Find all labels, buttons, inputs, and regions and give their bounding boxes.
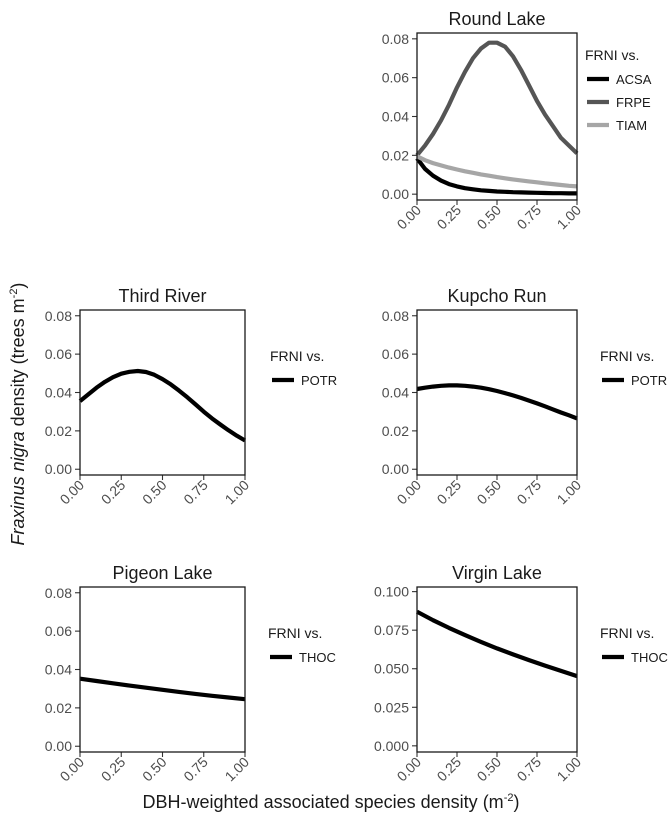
y-tick-label: 0.02 <box>45 700 72 716</box>
legend-label: TIAM <box>616 118 647 133</box>
y-tick-label: 0.100 <box>374 584 409 600</box>
legend-label: POTR <box>301 373 337 388</box>
x-tick-label: 0.50 <box>139 754 170 785</box>
x-tick-label: 0.25 <box>434 202 465 233</box>
legend-label: POTR <box>631 373 667 388</box>
y-tick-label: 0.02 <box>382 147 409 163</box>
y-tick-label: 0.075 <box>374 622 409 638</box>
x-tick-label: 0.00 <box>394 202 425 233</box>
y-tick-label: 0.06 <box>382 70 409 86</box>
plot-frame <box>416 586 578 753</box>
y-tick-label: 0.00 <box>45 461 72 477</box>
legend-label: THOC <box>299 650 336 665</box>
x-tick-label: 0.75 <box>514 477 545 508</box>
plot-frame <box>79 309 246 476</box>
chart-panel: Kupcho Run 0.00 0.02 0.04 0.06 0.08 0.00 0.25 0.… <box>382 286 667 507</box>
series-line <box>416 154 578 189</box>
x-tick-label: 0.75 <box>180 754 211 785</box>
x-tick-label: 1.00 <box>554 202 585 233</box>
y-tick-label: 0.08 <box>45 585 72 601</box>
legend-title: FRNI vs. <box>270 348 324 364</box>
legend-label: ACSA <box>616 72 652 87</box>
chart-title: Pigeon Lake <box>112 563 212 583</box>
series-line <box>416 383 578 421</box>
y-tick-label: 0.00 <box>45 738 72 754</box>
legend-label: THOC <box>631 650 668 665</box>
y-tick-label: 0.00 <box>382 186 409 202</box>
x-tick-label: 0.50 <box>474 477 505 508</box>
y-tick-label: 0.02 <box>45 423 72 439</box>
y-tick-label: 0.050 <box>374 661 409 677</box>
y-tick-label: 0.04 <box>382 109 409 125</box>
y-tick-label: 0.04 <box>382 385 409 401</box>
y-tick-label: 0.06 <box>45 346 72 362</box>
legend-title: FRNI vs. <box>585 47 639 63</box>
y-tick-label: 0.04 <box>45 662 72 678</box>
legend-title: FRNI vs. <box>600 625 654 641</box>
x-tick-label: 1.00 <box>554 754 585 785</box>
y-tick-label: 0.08 <box>382 308 409 324</box>
chart-title: Kupcho Run <box>447 286 546 306</box>
y-tick-label: 0.00 <box>382 461 409 477</box>
series-line <box>415 40 579 157</box>
x-tick-label: 0.50 <box>139 477 170 508</box>
y-axis-label: Fraxinus nigra density (trees m-2) <box>8 283 28 546</box>
y-tick-label: 0.06 <box>45 623 72 639</box>
chart-title: Third River <box>118 286 206 306</box>
x-tick-label: 0.75 <box>514 754 545 785</box>
chart-title: Virgin Lake <box>452 563 542 583</box>
legend-title: FRNI vs. <box>268 625 322 641</box>
x-tick-label: 0.50 <box>474 754 505 785</box>
chart-title: Round Lake <box>448 9 545 29</box>
x-tick-label: 0.00 <box>57 477 88 508</box>
x-tick-label: 1.00 <box>222 754 253 785</box>
series-line <box>416 609 578 679</box>
series-line <box>415 157 577 196</box>
y-tick-label: 0.025 <box>374 699 409 715</box>
y-tick-label: 0.08 <box>45 308 72 324</box>
x-tick-label: 1.00 <box>554 477 585 508</box>
plot-frame <box>416 32 578 201</box>
chart-panel: Virgin Lake 0.000 0.025 0.050 0.075 0.100 0.00… <box>374 563 668 784</box>
x-tick-label: 0.25 <box>98 477 129 508</box>
x-axis-label: DBH-weighted associated species density … <box>143 792 520 812</box>
chart-panels: Round Lake 0.00 0.02 0.04 0.06 0.08 0.00 0.25 0.… <box>45 9 668 784</box>
x-tick-label: 0.25 <box>434 477 465 508</box>
x-tick-label: 1.00 <box>222 477 253 508</box>
legend-title: FRNI vs. <box>600 348 654 364</box>
y-tick-label: 0.06 <box>382 346 409 362</box>
x-tick-label: 0.50 <box>474 202 505 233</box>
x-tick-label: 0.75 <box>180 477 211 508</box>
x-tick-label: 0.25 <box>434 754 465 785</box>
chart-panel: Pigeon Lake 0.00 0.02 0.04 0.06 0.08 0.00 0.25 0… <box>45 563 336 784</box>
series-line <box>79 676 246 702</box>
y-tick-label: 0.02 <box>382 423 409 439</box>
x-tick-label: 0.75 <box>514 202 545 233</box>
plot-frame <box>416 309 578 476</box>
legend-label: FRPE <box>616 95 651 110</box>
chart-panel: Round Lake 0.00 0.02 0.04 0.06 0.08 0.00 0.25 0.… <box>382 9 652 232</box>
y-tick-label: 0.000 <box>374 738 409 754</box>
x-tick-label: 0.00 <box>394 754 425 785</box>
x-tick-label: 0.25 <box>98 754 129 785</box>
y-tick-label: 0.04 <box>45 385 72 401</box>
x-tick-label: 0.00 <box>57 754 88 785</box>
plot-frame <box>79 586 246 753</box>
x-tick-label: 0.00 <box>394 477 425 508</box>
series-line <box>78 368 247 443</box>
y-tick-label: 0.08 <box>382 31 409 47</box>
chart-panel: Third River 0.00 0.02 0.04 0.06 0.08 0.00 0.25 0… <box>45 286 337 507</box>
